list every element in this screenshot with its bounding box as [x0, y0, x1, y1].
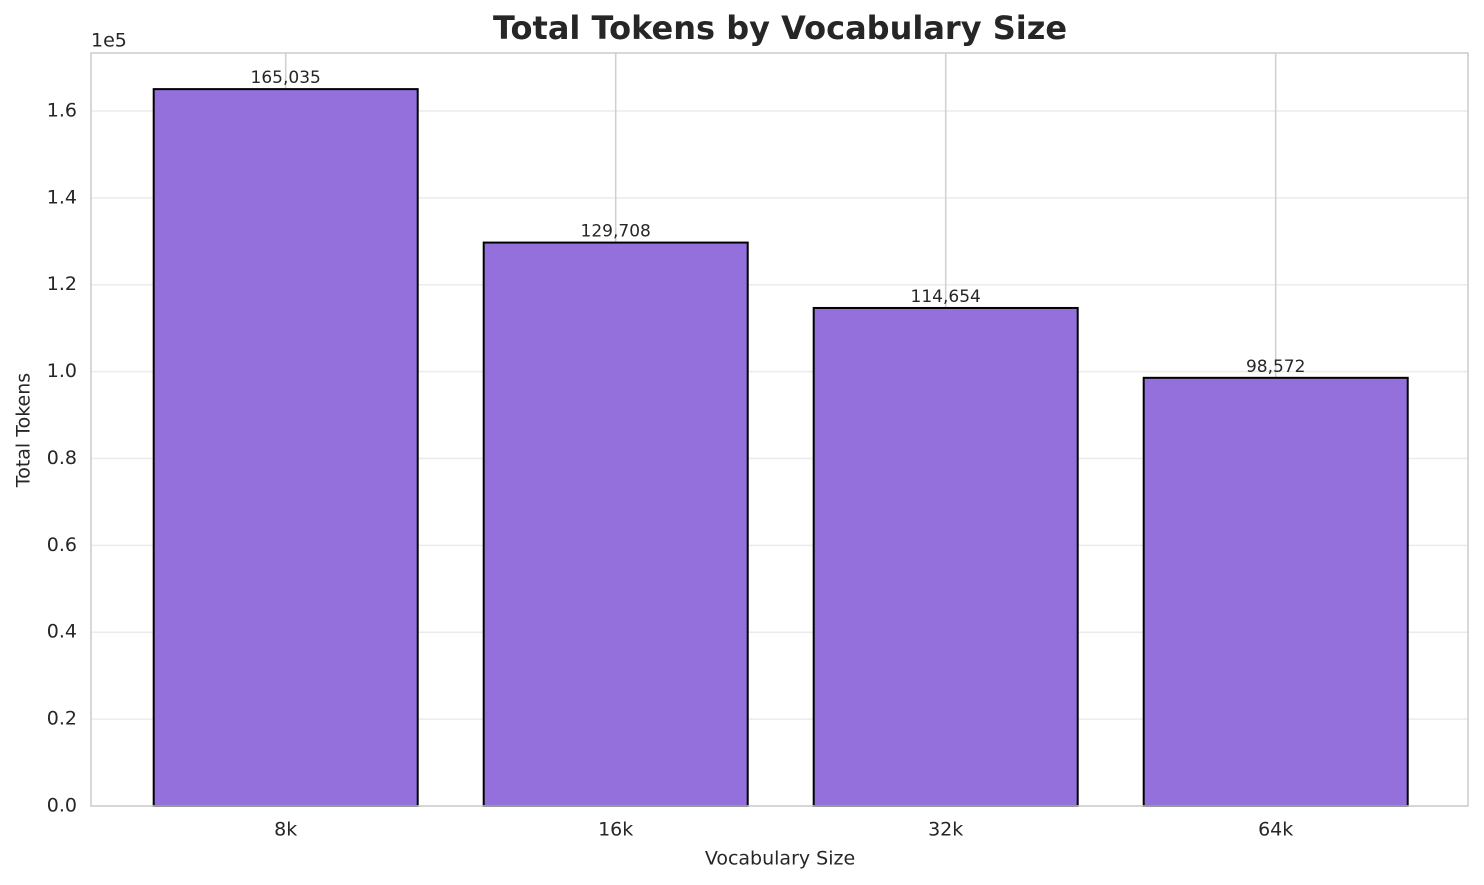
- y-tick-label: 1.6: [47, 99, 77, 121]
- bar: [482, 241, 749, 807]
- y-tick-label: 0.2: [47, 708, 77, 730]
- y-tick-label: 1.0: [47, 360, 77, 382]
- x-tick-label: 64k: [1258, 819, 1293, 841]
- plot-frame: [90, 52, 1469, 807]
- y-offset-label: 1e5: [91, 30, 127, 52]
- value-label: 165,035: [251, 68, 321, 88]
- x-tick-label: 8k: [274, 819, 297, 841]
- x-tick-label: 32k: [928, 819, 963, 841]
- y-tick-label: 0.4: [47, 621, 77, 643]
- value-label: 114,654: [911, 287, 981, 307]
- y-tick-label: 0.8: [47, 447, 77, 469]
- chart-title: Total Tokens by Vocabulary Size: [493, 9, 1067, 47]
- value-label: 129,708: [581, 222, 651, 242]
- y-tick-label: 0.0: [47, 795, 77, 817]
- y-tick-label: 0.6: [47, 534, 77, 556]
- bar: [812, 306, 1079, 807]
- y-axis-label: Total Tokens: [13, 373, 35, 488]
- bar: [1142, 376, 1409, 807]
- y-tick-label: 1.2: [47, 273, 77, 295]
- y-tick-label: 1.4: [47, 186, 77, 208]
- x-tick-label: 16k: [598, 819, 633, 841]
- x-axis-label: Vocabulary Size: [705, 848, 855, 870]
- bar: [152, 88, 419, 807]
- value-label: 98,572: [1246, 357, 1305, 377]
